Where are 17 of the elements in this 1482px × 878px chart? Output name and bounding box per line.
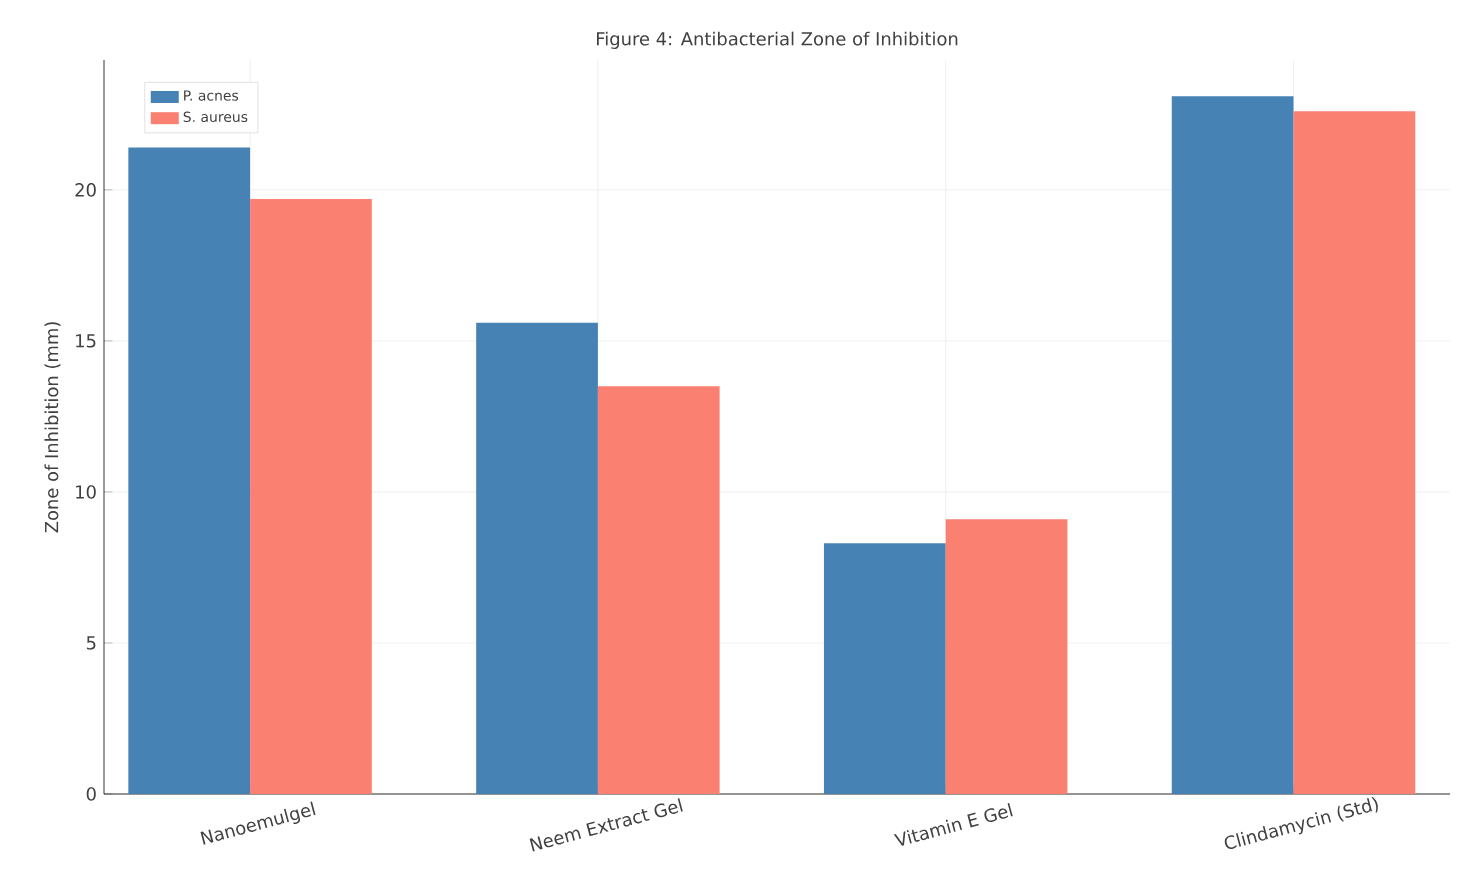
y-tick-label: 5: [86, 636, 96, 650]
y-tick-label: 0: [86, 787, 96, 801]
bar: [476, 322, 598, 794]
bar: [1293, 111, 1416, 794]
y-tick-label: 15: [76, 334, 96, 348]
x-tick-label: Neem Extract Gel: [529, 798, 683, 852]
y-tick-label: 10: [76, 485, 96, 499]
bar: [250, 198, 372, 794]
bar: [597, 386, 720, 794]
y-axis-title: Zone of Inhibition (mm): [44, 322, 61, 533]
x-tick-label: Vitamin E Gel: [893, 802, 1013, 846]
y-tick-label: 20: [75, 183, 96, 197]
bar: [945, 519, 1068, 794]
bar: [1171, 96, 1294, 794]
bar: [128, 147, 251, 794]
bar: [823, 543, 946, 794]
chart-title: Figure 4: Antibacterial Zone of Inhibition: [596, 31, 958, 49]
